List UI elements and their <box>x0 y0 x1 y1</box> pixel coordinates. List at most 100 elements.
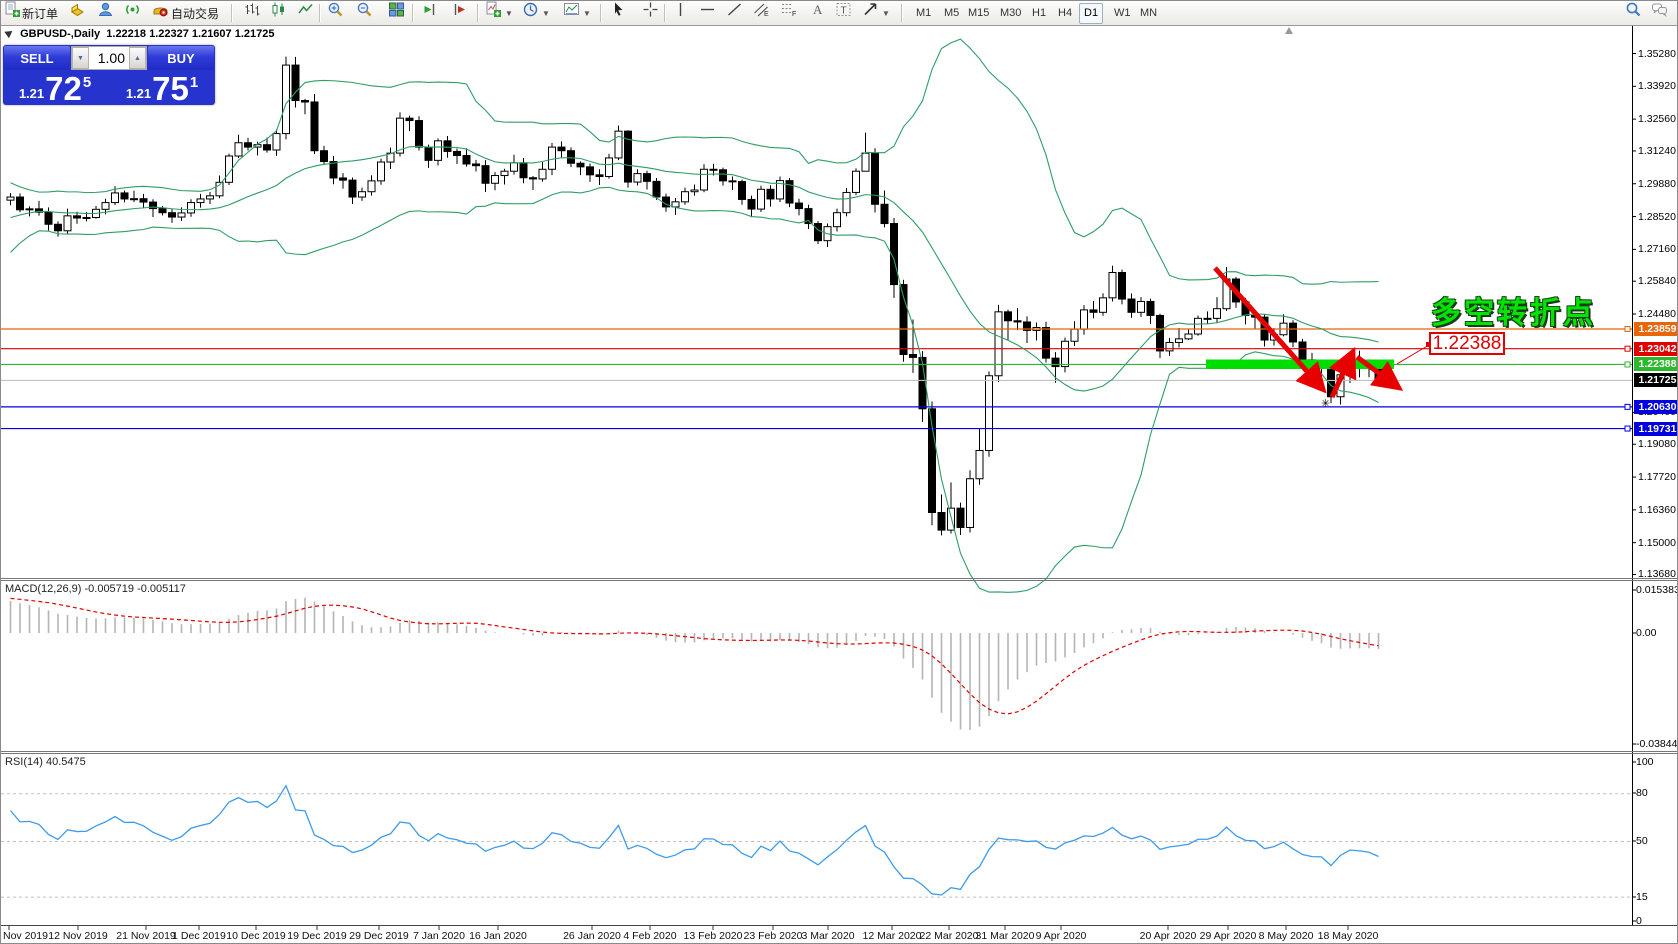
date-tick-label: 23 Feb 2020 <box>743 930 803 942</box>
cursor-icon[interactable] <box>610 1 627 25</box>
price-tick-label: 1.16360 <box>1638 503 1676 516</box>
date-tick-label: 26 Jan 2020 <box>563 930 621 942</box>
chart-shift-marker[interactable] <box>1285 27 1293 34</box>
level-price-label: 1.20630 <box>1634 399 1677 414</box>
panel-splitter[interactable] <box>1 753 1677 754</box>
autotrading-icon[interactable] <box>152 1 169 25</box>
price-tick-label: 1.35280 <box>1638 47 1676 60</box>
volume-increase-button[interactable]: ▲ <box>129 47 146 69</box>
dropdown-caret-icon[interactable]: ▼ <box>583 8 591 18</box>
signals-icon[interactable] <box>124 1 141 25</box>
one-click-trading-panel: SELL ▼ 1.00 ▲ BUY 1.21 72 5 1.21 75 1 <box>3 45 215 105</box>
date-tick-label: 12 Mar 2020 <box>862 930 922 942</box>
search-icon[interactable] <box>1625 1 1642 25</box>
autotrading-label[interactable]: 自动交易 <box>171 6 220 21</box>
volume-input[interactable]: 1.00 <box>89 47 129 69</box>
timeframe-m5-button[interactable]: M5 <box>944 7 960 19</box>
timeframe-m30-button[interactable]: M30 <box>1000 7 1022 19</box>
flag-connector-line <box>1396 344 1430 365</box>
price-tick-label: 1.19080 <box>1638 438 1676 451</box>
date-tick-label: 31 Mar 2020 <box>975 930 1035 942</box>
trendline-icon[interactable] <box>726 1 743 25</box>
new-order-icon[interactable] <box>4 1 21 25</box>
text-icon[interactable]: A <box>809 1 826 25</box>
zoom-out-icon[interactable] <box>356 1 373 25</box>
price-tick-label: 1.27160 <box>1638 243 1676 256</box>
rsi-layer <box>1 784 1632 898</box>
text-label-icon[interactable]: T <box>835 1 852 25</box>
axis-ticks-layer <box>8 53 1636 930</box>
periods-icon[interactable] <box>522 1 539 25</box>
timeframe-h4-button[interactable]: H4 <box>1058 7 1073 19</box>
candles-layer <box>6 56 1383 536</box>
tile-windows-icon[interactable] <box>388 1 405 25</box>
sell-price[interactable]: 1.21 72 5 <box>18 70 92 105</box>
price-tick-label: 1.17720 <box>1638 471 1676 484</box>
timeframe-m15-button[interactable]: M15 <box>968 7 990 19</box>
bollinger-bands-layer <box>10 38 1379 593</box>
toolbar-separator <box>412 4 414 22</box>
dropdown-caret-icon[interactable]: ▼ <box>542 8 550 18</box>
panel-splitter[interactable] <box>1 578 1677 579</box>
bull-bear-turning-point-annotation[interactable]: 多空转折点 <box>1431 297 1596 330</box>
indicators-icon[interactable] <box>485 1 502 25</box>
chart-ohlc-header: GBPUSD-,Daily 1.22218 1.22327 1.21607 1.… <box>4 27 275 40</box>
date-tick-label: 21 Nov 2019 <box>116 930 176 942</box>
ohlc-values: 1.22218 1.22327 1.21607 1.21725 <box>106 28 275 40</box>
line-chart-icon[interactable] <box>297 1 314 25</box>
indicator-axis-label: 100 <box>1636 756 1654 768</box>
new-chart-icon[interactable] <box>69 1 86 25</box>
dropdown-caret-icon[interactable]: ▼ <box>882 8 890 18</box>
indicator-axis-label: 0.015383 <box>1636 584 1678 596</box>
downtrend-arrow[interactable] <box>1213 266 1327 394</box>
price-tick-label: 1.28520 <box>1638 210 1676 223</box>
date-tick-label: 7 Jan 2020 <box>413 930 465 942</box>
chart-shift-icon[interactable] <box>451 1 468 25</box>
price-level-flag[interactable]: 1.22388 <box>1429 332 1505 355</box>
timeframe-h1-button[interactable]: H1 <box>1032 7 1047 19</box>
bar-chart-icon[interactable] <box>244 1 261 25</box>
drawing-annotations-layer[interactable]: ✳ <box>1206 266 1431 410</box>
zoom-in-icon[interactable] <box>327 1 344 25</box>
volume-decrease-button[interactable]: ▼ <box>72 47 89 69</box>
candlestick-icon[interactable] <box>270 1 287 25</box>
fibonacci-icon[interactable]: F <box>780 1 797 25</box>
crosshair-icon[interactable] <box>642 1 659 25</box>
level-price-label: 1.22388 <box>1634 357 1677 372</box>
autoscroll-icon[interactable] <box>421 1 438 25</box>
panel-splitter[interactable] <box>1 751 1677 752</box>
flag-anchor-handle[interactable] <box>1426 342 1431 347</box>
buy-button[interactable]: BUY <box>148 46 214 70</box>
timeframe-m1-button[interactable]: M1 <box>916 7 932 19</box>
price-tick-label: 1.24480 <box>1638 308 1676 320</box>
vertical-line-icon[interactable] <box>672 1 689 25</box>
toolbar-separator <box>477 4 479 22</box>
buy-price[interactable]: 1.21 75 1 <box>125 70 199 105</box>
timeframe-mn-button[interactable]: MN <box>1140 7 1158 19</box>
projection-arrow[interactable] <box>1355 354 1404 391</box>
level-price-label: 1.23042 <box>1634 341 1677 356</box>
current-price-label: 1.21725 <box>1634 373 1677 388</box>
date-tick-label: 3 Mar 2020 <box>801 930 855 942</box>
indicator-axis-label: 80 <box>1636 787 1648 799</box>
horizontal-line-icon[interactable] <box>699 1 716 25</box>
timeframe-d1-button[interactable]: D1 <box>1079 3 1104 24</box>
dropdown-caret-icon[interactable]: ▼ <box>505 8 513 18</box>
price-tick-label: 1.29880 <box>1638 177 1676 190</box>
toolbar-separator <box>231 4 233 22</box>
new-order-label[interactable]: 新订单 <box>22 6 59 21</box>
low-marker: ✳ <box>1321 398 1330 410</box>
timeframe-w1-button[interactable]: W1 <box>1114 7 1131 19</box>
profiles-icon[interactable] <box>97 1 114 25</box>
sell-button[interactable]: SELL <box>4 46 70 70</box>
channel-icon[interactable]: E <box>753 1 770 25</box>
templates-icon[interactable] <box>563 1 580 25</box>
bounce-arrow[interactable] <box>1328 346 1357 399</box>
panel-splitter[interactable] <box>1 580 1677 581</box>
toolbar-separator <box>600 4 602 22</box>
chat-icon[interactable] <box>1651 1 1668 25</box>
indicator-axis-label: 0 <box>1636 915 1642 927</box>
arrows-icon[interactable] <box>862 1 879 25</box>
